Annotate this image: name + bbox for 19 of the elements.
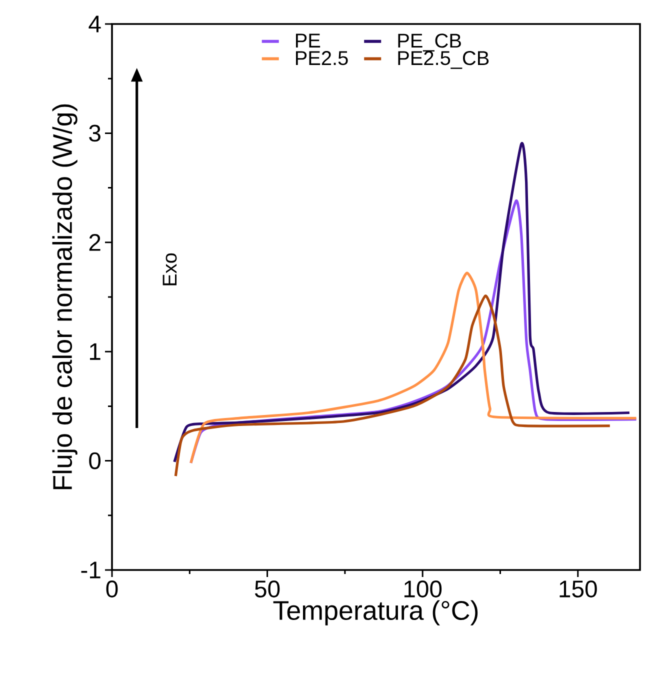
legend-label: PE_CB (398, 34, 461, 52)
y-tick-label: -1 (81, 562, 100, 578)
annotation: Exo (162, 253, 177, 286)
y-tick-label: 4 (88, 16, 101, 32)
x-tick-label: 0 (106, 580, 118, 598)
legend-label: PE2.5 (296, 51, 348, 66)
x-axis-title: Temperatura (°C) (273, 600, 478, 626)
line-series (190, 272, 638, 464)
line-series (174, 294, 612, 478)
x-tick-label: 100 (404, 580, 442, 598)
legend-label: PE (296, 34, 320, 48)
y-tick-label: 1 (90, 343, 100, 360)
x-tick-label: 50 (254, 580, 280, 598)
y-tick-label: 3 (89, 124, 100, 142)
y-axis-title: Flujo de calor normalizado (W/g) (52, 104, 78, 490)
x-tick-label: 150 (560, 580, 597, 598)
y-tick-label: 0 (89, 452, 101, 470)
y-tick-label: 2 (89, 234, 100, 251)
legend-label: PE2.5_CB (398, 51, 489, 69)
